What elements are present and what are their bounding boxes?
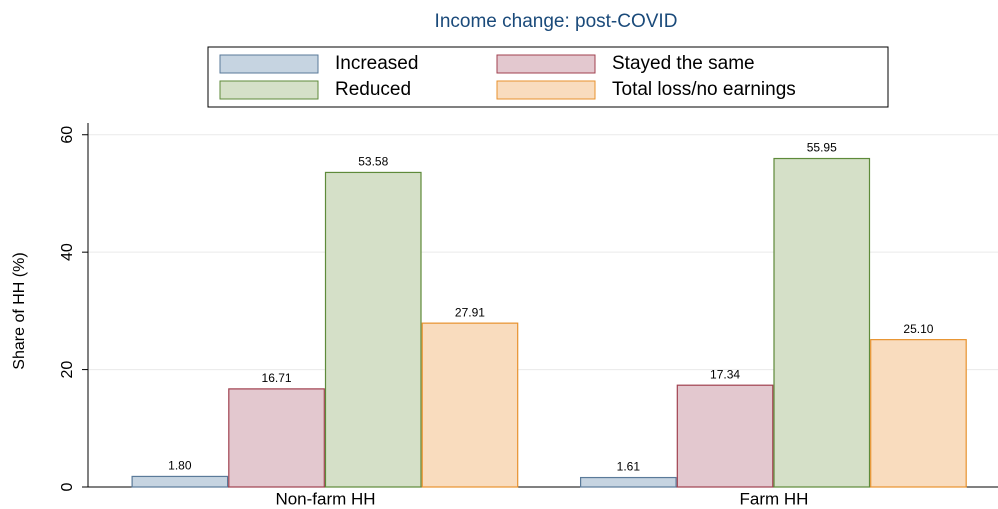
value-label: 1.80 [168, 459, 192, 473]
bar [421, 322, 519, 488]
value-label: 16.71 [262, 371, 292, 385]
bar [579, 476, 677, 488]
bar [676, 384, 774, 488]
y-tick-label: 20 [59, 361, 76, 379]
legend-label: Total loss/no earnings [612, 79, 796, 100]
legend-swatch [496, 80, 596, 100]
bar [131, 475, 229, 488]
bar [870, 339, 967, 488]
chart-title: Income change: post-COVID [435, 11, 678, 32]
value-label: 55.95 [807, 141, 837, 155]
y-tick-label: 40 [59, 243, 76, 261]
value-label: 53.58 [358, 155, 388, 169]
y-tick-label: 0 [59, 482, 76, 491]
legend-label: Reduced [335, 79, 411, 100]
legend-swatch [219, 54, 319, 74]
x-tick-label: Non-farm HH [275, 489, 375, 508]
bar [228, 388, 325, 488]
legend-swatch [496, 54, 596, 74]
legend-label: Increased [335, 53, 418, 74]
y-axis-label: Share of HH (%) [11, 252, 28, 369]
value-label: 27.91 [455, 305, 485, 319]
bar [324, 171, 422, 488]
bar [773, 157, 871, 488]
legend-swatch [219, 80, 319, 100]
legend-label: Stayed the same [612, 53, 755, 74]
value-label: 25.10 [903, 322, 933, 336]
x-tick-label: Farm HH [740, 489, 809, 508]
y-tick-label: 60 [59, 126, 76, 144]
value-label: 1.61 [617, 460, 641, 474]
value-label: 17.34 [710, 367, 740, 381]
